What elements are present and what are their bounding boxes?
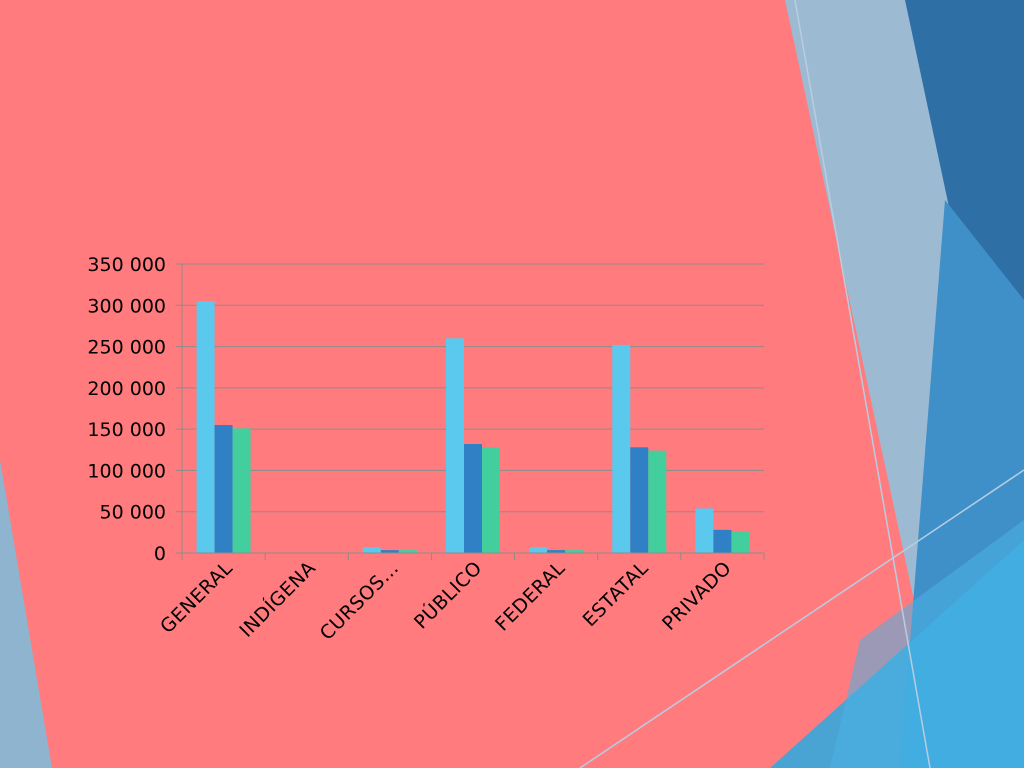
x-category-label: PRIVADO xyxy=(658,557,736,635)
bar-federal-series-2 xyxy=(547,550,566,553)
y-tick-label: 350 000 xyxy=(87,254,166,276)
x-category-label: INDÍGENA xyxy=(235,556,321,642)
diagonal-line-1 xyxy=(794,0,931,768)
bar-cursos-series-3 xyxy=(398,550,417,553)
bar-privado-series-3 xyxy=(731,531,750,553)
y-tick-label: 150 000 xyxy=(87,419,166,441)
bar-pblico-series-3 xyxy=(482,447,500,553)
bar-federal-series-1 xyxy=(529,547,548,553)
x-category-label: PÚBLICO xyxy=(409,556,487,634)
x-category-label: CURSOS… xyxy=(316,557,404,645)
left-accent-shape xyxy=(0,460,52,768)
y-tick-label: 200 000 xyxy=(87,378,166,400)
y-tick-label: 300 000 xyxy=(87,295,166,317)
bar-cursos-series-1 xyxy=(362,547,381,553)
bar-cursos-series-2 xyxy=(380,550,399,553)
bar-federal-series-3 xyxy=(565,550,584,553)
y-tick-label: 250 000 xyxy=(87,337,166,359)
bar-privado-series-1 xyxy=(695,508,714,553)
bar-estatal-series-3 xyxy=(648,450,667,553)
diagonal-line-2 xyxy=(579,469,1024,768)
bars xyxy=(181,301,765,560)
x-category-label: ESTATAL xyxy=(579,557,653,631)
bar-pblico-series-1 xyxy=(446,338,464,553)
bar-general-series-3 xyxy=(232,428,251,553)
x-category-label: FEDERAL xyxy=(491,557,570,636)
y-axis-ticks: 0 50 000 100 000 150 000 200 000 250 000 300 0… xyxy=(87,254,166,565)
y-tick-label: 100 000 xyxy=(87,460,166,482)
y-tick-label: 0 xyxy=(154,543,166,565)
x-category-label: GENERAL xyxy=(156,557,237,638)
bar-general-series-2 xyxy=(214,425,233,553)
bar-privado-series-2 xyxy=(713,529,732,553)
bar-estatal-series-2 xyxy=(630,447,649,553)
y-tick-label: 50 000 xyxy=(100,502,166,524)
bar-estatal-series-1 xyxy=(612,344,631,553)
bar-pblico-series-2 xyxy=(464,444,482,553)
bar-general-series-1 xyxy=(196,301,215,553)
bottom-overlay-shape xyxy=(830,520,1024,768)
